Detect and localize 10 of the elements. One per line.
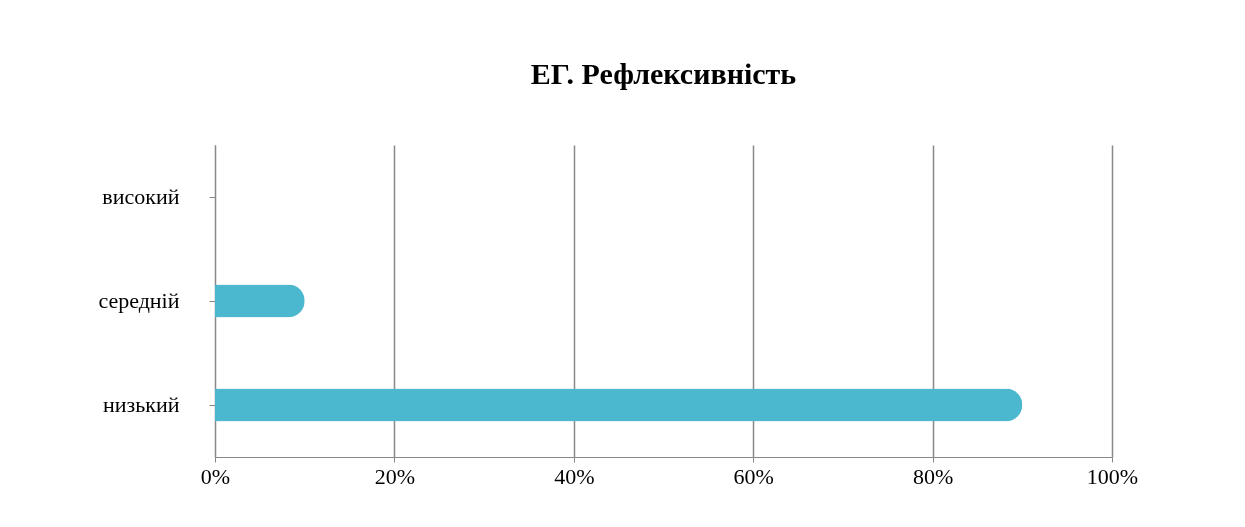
x-tick-label: 60% bbox=[733, 463, 774, 489]
y-tick-label: високий bbox=[102, 184, 180, 209]
x-tick-label: 80% bbox=[912, 463, 954, 489]
x-tick-label: 0% bbox=[200, 463, 231, 489]
x-tick-label: 20% bbox=[374, 463, 416, 489]
y-tick-label: низький bbox=[102, 392, 180, 417]
chart-title: ЕГ. Рефлексивність bbox=[530, 57, 797, 90]
x-tick-label: 100% bbox=[1086, 463, 1139, 489]
y-tick-label: середній bbox=[98, 288, 180, 313]
x-tick-label: 40% bbox=[554, 463, 595, 489]
